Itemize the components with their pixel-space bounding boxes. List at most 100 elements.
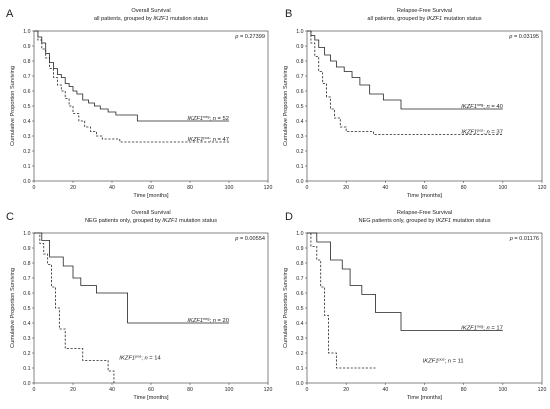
series-label-pos: IKZF1pos; n = 11 [423, 357, 464, 364]
y-tick-label: 0.1 [23, 164, 30, 170]
y-axis-label: Cumulative Proportion Surviving [283, 268, 289, 348]
y-tick-label: 0.4 [296, 119, 303, 125]
y-axis-label: Cumulative Proportion Surviving [283, 66, 289, 146]
x-tick-label: 80 [187, 387, 193, 393]
y-tick-label: 0.6 [296, 89, 303, 95]
survival-curve-neg [34, 30, 229, 122]
y-tick-label: 0.9 [296, 44, 303, 50]
plot-frame [306, 30, 543, 182]
series-label-neg: IKZF1neg; n = 40 [461, 103, 503, 110]
y-tick-label: 0.5 [23, 306, 30, 312]
survival-curve-pos [34, 30, 229, 143]
y-tick-label: 0.5 [23, 104, 30, 110]
x-tick-label: 0 [306, 185, 309, 191]
x-axis-label: Time [months] [133, 395, 169, 401]
x-tick-label: 120 [264, 387, 273, 393]
survival-curve-pos [307, 232, 376, 369]
y-tick-label: 1.0 [23, 29, 30, 35]
y-tick-label: 0.3 [296, 134, 303, 140]
panel-letter: D [285, 211, 293, 223]
y-axis-label: Cumulative Proportion Surviving [10, 268, 16, 348]
x-tick-label: 100 [225, 185, 234, 191]
chart-subtitle: all patients, grouped by IKZF1 mutation … [367, 16, 481, 22]
p-value: p = 0.00554 [234, 236, 265, 242]
y-tick-label: 0.6 [23, 89, 30, 95]
y-tick-label: 0.8 [23, 59, 30, 65]
y-tick-label: 0.1 [23, 366, 30, 372]
x-tick-label: 60 [148, 185, 154, 191]
y-tick-label: 0.8 [296, 59, 303, 65]
x-tick-label: 80 [461, 387, 467, 393]
y-tick-label: 0.6 [23, 291, 30, 297]
panel-letter: C [6, 211, 14, 223]
survival-curve-pos [34, 232, 115, 383]
survival-curve-neg [307, 30, 503, 110]
y-tick-label: 0.2 [296, 351, 303, 357]
x-tick-label: 80 [187, 185, 193, 191]
series-label-neg: IKZF1neg; n = 17 [461, 324, 503, 331]
x-tick-label: 120 [538, 387, 547, 393]
panel-letter: A [6, 8, 14, 20]
series-label-neg: IKZF1neg; n = 20 [187, 317, 229, 324]
x-tick-label: 0 [306, 387, 309, 393]
x-tick-label: 20 [343, 185, 349, 191]
series-label-neg: IKZF1neg; n = 52 [187, 115, 229, 122]
y-tick-label: 0.8 [23, 261, 30, 267]
x-tick-label: 40 [109, 185, 115, 191]
series-label-pos: IKZF1pos; n = 37 [461, 128, 502, 135]
survival-curve-pos [307, 30, 503, 135]
x-tick-label: 80 [461, 185, 467, 191]
y-tick-label: 0.7 [296, 74, 303, 80]
x-tick-label: 40 [382, 185, 388, 191]
x-tick-label: 40 [382, 387, 388, 393]
x-tick-label: 60 [148, 387, 154, 393]
y-tick-label: 0.2 [23, 351, 30, 357]
chart-title: Overall Survival [131, 8, 170, 14]
y-tick-label: 0.4 [296, 321, 303, 327]
p-value: p = 0.03195 [508, 34, 539, 40]
y-tick-label: 0.4 [23, 321, 30, 327]
y-tick-label: 0.1 [296, 366, 303, 372]
y-tick-label: 0.7 [296, 276, 303, 282]
y-tick-label: 0.1 [296, 164, 303, 170]
x-tick-label: 20 [70, 185, 76, 191]
x-tick-label: 100 [225, 387, 234, 393]
y-tick-label: 0.5 [296, 104, 303, 110]
chart-title: Overall Survival [131, 210, 170, 216]
y-tick-label: 1.0 [296, 29, 303, 35]
y-tick-label: 0.0 [23, 179, 30, 185]
p-value: p = 0.27399 [234, 34, 265, 40]
x-tick-label: 100 [499, 185, 508, 191]
x-tick-label: 40 [109, 387, 115, 393]
chart-panel-a: A Overall Survival all patients, grouped b… [6, 8, 272, 199]
chart-title: Relapse-Free Survival [397, 210, 452, 216]
y-tick-label: 0.6 [296, 291, 303, 297]
x-tick-label: 0 [33, 387, 36, 393]
y-tick-label: 0.7 [23, 276, 30, 282]
y-axis-label: Cumulative Proportion Surviving [10, 66, 16, 146]
y-tick-label: 1.0 [296, 231, 303, 237]
x-axis-label: Time [months] [407, 395, 443, 401]
chart-subtitle: all patients, grouped by IKZF1 mutation … [94, 16, 208, 22]
y-tick-label: 0.9 [296, 246, 303, 252]
y-tick-label: 0.5 [296, 306, 303, 312]
survival-curve-neg [307, 232, 503, 331]
x-axis-label: Time [months] [133, 193, 169, 199]
panel-letter: B [285, 8, 292, 20]
y-tick-label: 0.0 [296, 381, 303, 387]
y-tick-label: 0.3 [23, 134, 30, 140]
y-tick-label: 0.9 [23, 44, 30, 50]
chart-panel-b: B Relapse-Free Survival all patients, grou… [283, 8, 546, 199]
y-tick-label: 0.3 [296, 336, 303, 342]
y-tick-label: 0.8 [296, 261, 303, 267]
x-tick-label: 60 [422, 387, 428, 393]
x-tick-label: 0 [33, 185, 36, 191]
x-tick-label: 20 [343, 387, 349, 393]
p-value: p = 0.01176 [509, 236, 539, 242]
y-tick-label: 0.0 [296, 179, 303, 185]
x-tick-label: 100 [499, 387, 508, 393]
x-tick-label: 20 [70, 387, 76, 393]
x-tick-label: 120 [538, 185, 547, 191]
panels: A Overall Survival all patients, grouped b… [6, 8, 546, 401]
y-tick-label: 0.3 [23, 336, 30, 342]
